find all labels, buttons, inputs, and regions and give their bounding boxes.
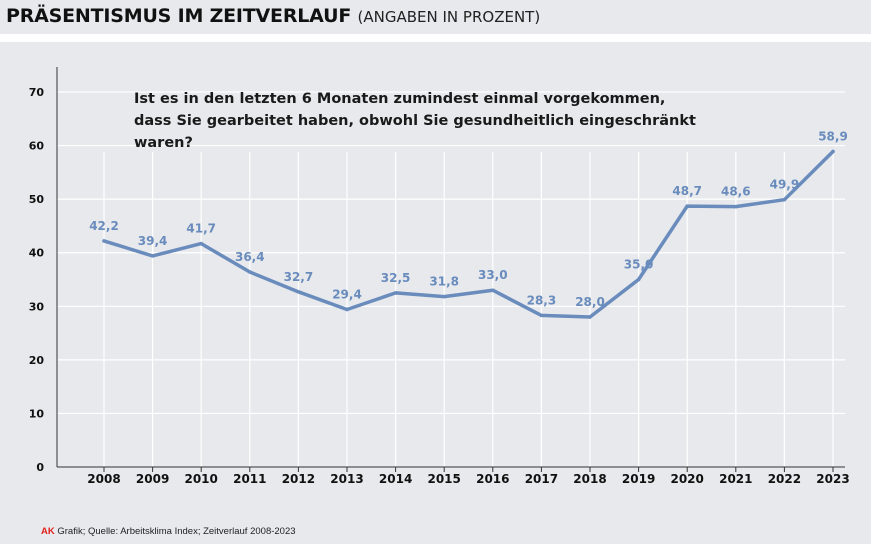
data-point	[345, 307, 349, 312]
x-tick-label: 2009	[136, 472, 169, 486]
data-label: 49,9	[770, 178, 800, 192]
heading-subtitle: (ANGABEN IN PROZENT)	[357, 8, 541, 26]
y-tick-label: 10	[29, 407, 45, 420]
question-line-1: Ist es in den letzten 6 Monaten zumindes…	[134, 91, 666, 107]
data-point	[393, 291, 398, 295]
data-label: 42,2	[89, 219, 119, 233]
data-label: 48,6	[721, 185, 751, 199]
data-point	[102, 239, 106, 243]
data-point	[685, 204, 689, 208]
x-tick-label: 2016	[476, 472, 509, 486]
x-tick-label: 2023	[816, 472, 849, 486]
x-tick-label: 2013	[330, 472, 363, 486]
chart-question: Ist es in den letzten 6 Monaten zumindes…	[134, 88, 754, 154]
data-label: 35,0	[624, 258, 654, 272]
x-tick-label: 2022	[768, 472, 801, 486]
source-text: Grafik; Quelle: Arbeitsklima Index; Zeit…	[57, 526, 296, 537]
y-tick-label: 0	[36, 461, 44, 474]
x-tick-label: 2015	[427, 472, 460, 486]
data-point	[734, 204, 738, 209]
x-tick-label: 2020	[670, 472, 703, 486]
x-tick-label: 2010	[184, 472, 217, 486]
x-tick-label: 2017	[525, 472, 558, 486]
data-point	[296, 290, 301, 294]
data-label: 36,4	[235, 250, 265, 264]
y-tick-label: 30	[29, 300, 45, 313]
y-tick-label: 20	[29, 354, 45, 367]
data-label: 32,5	[381, 271, 411, 285]
y-tick-label: 70	[29, 86, 45, 99]
x-tick-label: 2012	[282, 472, 315, 486]
x-tick-label: 2011	[233, 472, 266, 486]
data-label: 58,9	[818, 129, 848, 143]
heading-title: PRÄSENTISMUS IM ZEITVERLAUF	[6, 5, 352, 27]
data-point	[831, 149, 835, 154]
x-tick-label: 2014	[379, 472, 412, 486]
data-label: 31,8	[429, 275, 459, 289]
chart-heading: PRÄSENTISMUS IM ZEITVERLAUF (ANGABEN IN …	[6, 5, 540, 27]
question-line-2: dass Sie gearbeitet haben, obwohl Sie ge…	[134, 113, 696, 151]
data-label: 48,7	[672, 184, 702, 198]
data-point	[199, 241, 203, 246]
data-label: 28,3	[527, 293, 557, 307]
data-point	[539, 313, 544, 318]
data-label: 33,0	[478, 268, 508, 282]
data-label: 41,7	[186, 222, 216, 236]
data-point	[150, 254, 155, 258]
data-label: 39,4	[138, 234, 168, 248]
y-tick-label: 40	[29, 247, 45, 260]
data-point	[636, 277, 641, 282]
chart-panel	[0, 42, 871, 544]
data-label: 29,4	[332, 288, 362, 302]
x-tick-label: 2008	[87, 472, 120, 486]
data-label: 28,0	[575, 295, 605, 309]
x-tick-label: 2018	[573, 472, 606, 486]
x-tick-label: 2019	[622, 472, 655, 486]
header-bar: PRÄSENTISMUS IM ZEITVERLAUF (ANGABEN IN …	[0, 0, 871, 34]
data-label: 32,7	[284, 270, 314, 284]
data-point	[491, 288, 495, 292]
source-note: AK Grafik; Quelle: Arbeitsklima Index; Z…	[41, 526, 296, 537]
data-point	[248, 270, 252, 274]
y-tick-label: 50	[29, 193, 45, 206]
data-point	[442, 294, 446, 299]
x-tick-label: 2021	[719, 472, 752, 486]
series-line	[102, 149, 835, 319]
data-point	[588, 315, 592, 319]
y-tick-label: 60	[29, 140, 45, 153]
data-point	[782, 197, 787, 202]
brand-logo: AK	[41, 526, 55, 537]
